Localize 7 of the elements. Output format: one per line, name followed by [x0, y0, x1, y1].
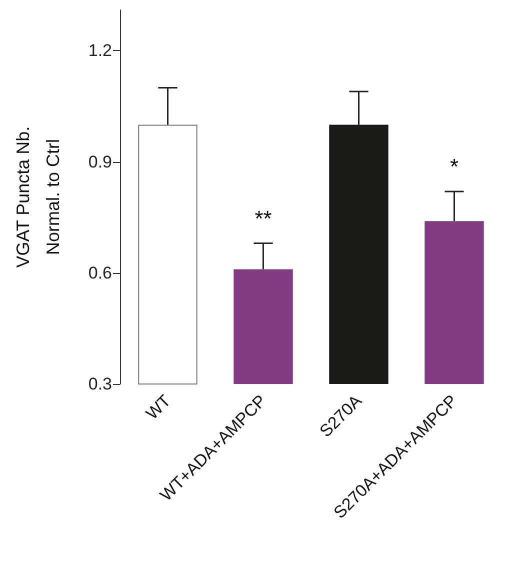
y-tick-label: 0.9 — [88, 152, 112, 172]
annotation: * — [450, 154, 459, 179]
y-tick-label: 0.3 — [88, 374, 112, 394]
y-tick-label: 0.6 — [88, 263, 112, 282]
y-tick-label: 1.2 — [88, 41, 112, 60]
y-axis-title: VGAT Puncta Nb. Normal. to Ctrl — [13, 126, 63, 268]
annotation: ** — [254, 206, 272, 231]
